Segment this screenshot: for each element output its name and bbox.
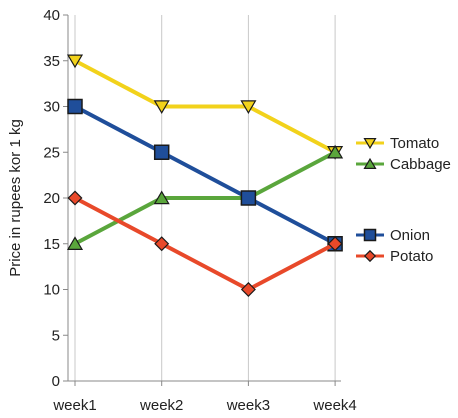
onion-line xyxy=(74,104,337,246)
x-tick-label: week2 xyxy=(139,397,183,414)
x-tick-labels: week1 week2 week3 week4 xyxy=(52,397,356,414)
onion-point-week3 xyxy=(240,190,257,206)
potato-point-week4 xyxy=(327,236,343,252)
y-tick-label: 0 xyxy=(52,373,60,390)
y-tick-label: 35 xyxy=(43,53,60,70)
tomato-point-week1 xyxy=(66,54,84,69)
x-tick-label: week4 xyxy=(312,397,356,414)
tomato-point-week2 xyxy=(153,100,170,114)
y-tick-label: 30 xyxy=(43,99,60,116)
series-lines xyxy=(66,54,344,297)
x-tick-label: week1 xyxy=(52,397,96,414)
legend-marker-potato xyxy=(363,249,377,263)
legend-item-onion: Onion xyxy=(356,227,430,244)
y-axis-label: Price in rupees kor 1 kg xyxy=(7,119,24,277)
tomato-line xyxy=(74,58,337,155)
y-tick-label: 10 xyxy=(43,282,60,299)
potato-point-week1 xyxy=(67,190,83,206)
axes xyxy=(63,14,341,386)
onion-point-week1 xyxy=(67,98,83,115)
y-tick-label: 15 xyxy=(43,236,60,253)
legend-item-tomato: Tomato xyxy=(356,135,439,152)
tomato-point-week3 xyxy=(240,100,257,114)
potato-point-week3 xyxy=(240,282,256,297)
y-tick-labels: 0 5 10 15 20 25 30 35 40 xyxy=(43,7,60,390)
legend-label-tomato: Tomato xyxy=(390,135,439,152)
y-tick-label: 20 xyxy=(43,190,60,207)
cabbage-point-week4 xyxy=(327,144,344,159)
series-onion xyxy=(67,98,343,252)
cabbage-point-week2 xyxy=(153,190,170,205)
series-tomato xyxy=(66,54,344,160)
x-tick-label: week3 xyxy=(226,397,270,414)
legend-marker-tomato xyxy=(363,138,377,150)
series-potato xyxy=(67,190,343,297)
legend-label-onion: Onion xyxy=(390,227,430,244)
y-tick-label: 25 xyxy=(43,144,60,161)
y-tick-label: 40 xyxy=(43,7,60,24)
legend-label-cabbage: Cabbage xyxy=(390,156,451,173)
y-tick-label: 5 xyxy=(52,327,60,344)
legend-label-potato: Potato xyxy=(390,248,433,265)
onion-point-week2 xyxy=(153,144,170,160)
legend-item-potato: Potato xyxy=(356,248,433,265)
series-cabbage xyxy=(66,144,344,250)
cabbage-line xyxy=(74,150,337,246)
legend-marker-onion xyxy=(363,228,377,242)
potato-line xyxy=(74,196,337,292)
legend: Tomato Cabbage Onion Potato xyxy=(356,135,451,265)
potato-point-week2 xyxy=(154,236,170,252)
legend-marker-cabbage xyxy=(363,157,377,169)
cabbage-point-week1 xyxy=(66,236,84,250)
legend-item-cabbage: Cabbage xyxy=(356,156,451,173)
